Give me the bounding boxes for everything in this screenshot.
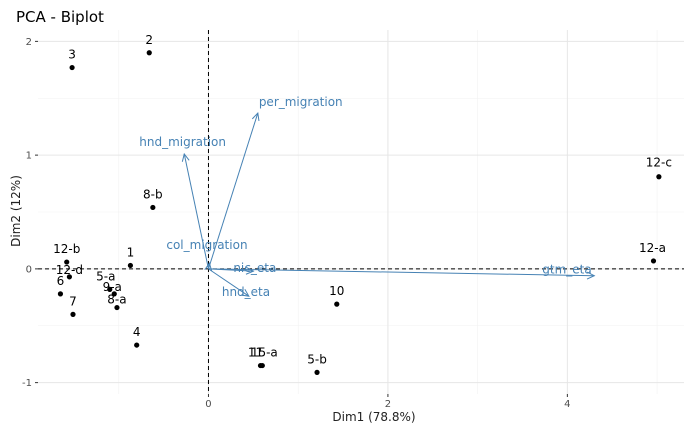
point-label: 8-a	[107, 293, 126, 307]
y-tick-label: 1	[26, 151, 32, 162]
point-label: 3	[68, 48, 76, 62]
vector-label: gtm_eta	[542, 263, 591, 277]
point-label: 9-a	[103, 280, 122, 294]
point-1	[127, 262, 134, 269]
y-tick-label: 2	[26, 37, 32, 48]
vector-label: per_migration	[259, 95, 343, 109]
axis-ticks: 0 2 4 -1 0 1 2	[22, 37, 571, 410]
point-label: 11	[248, 346, 263, 360]
point-label: 10	[329, 284, 344, 298]
vector-hnd-migration	[183, 153, 209, 269]
vector-per-migration	[207, 112, 259, 270]
vector-arrowhead	[586, 271, 596, 280]
reference-lines	[38, 30, 684, 394]
vector-label: hnd_migration	[139, 135, 226, 149]
point-label: 12-a	[639, 241, 666, 255]
vector-gtm-eta	[208, 268, 595, 277]
point-12-d	[66, 274, 73, 280]
point-label: 15-a	[251, 346, 278, 360]
chart-title: PCA - Biplot	[16, 8, 104, 26]
point-3	[69, 64, 75, 71]
point-9-a	[111, 291, 117, 297]
grid-lines	[38, 30, 684, 394]
vector-arrowhead	[204, 262, 213, 271]
x-tick-label: 0	[205, 399, 211, 410]
point-4	[134, 342, 140, 348]
point-8-a	[114, 304, 120, 311]
x-tick-label: 4	[564, 399, 570, 410]
point-label: 4	[133, 325, 141, 339]
point-label: 8-b	[143, 187, 163, 201]
point-label: 5-a	[96, 269, 115, 283]
vector-hnd-eta	[208, 268, 250, 297]
point-15-a	[259, 362, 265, 369]
vector-arrowhead	[181, 152, 190, 162]
point-label: 7	[69, 294, 77, 308]
point-label: 2	[145, 33, 153, 47]
y-axis-title: Dim2 (12%)	[9, 175, 23, 247]
point-5-a	[107, 286, 113, 292]
point-label: 1	[127, 245, 135, 259]
point-label: 12-d	[56, 263, 83, 277]
vector-arrowhead	[251, 111, 260, 122]
y-tick-label: 0	[26, 264, 32, 275]
point-5-b	[314, 369, 320, 375]
variable-vectors: per_migration hnd_migration col_migrationn…	[139, 95, 596, 299]
vector-label: col_migration	[166, 238, 247, 252]
point-label: 12-b	[53, 242, 80, 256]
vector-label: hnd_eta	[222, 285, 270, 299]
individual-points: 3 2 12-c 8-b 12-b 12-d 1 12-a 5-a9-a8-a 67 10 4 1115…	[53, 33, 672, 375]
point-2	[146, 50, 152, 56]
vector-arrowhead	[240, 289, 250, 297]
point-12-a	[650, 258, 657, 264]
vector-arrowhead	[245, 266, 255, 275]
x-tick-label: 2	[385, 399, 391, 410]
vector-label: nic_eta	[233, 261, 276, 275]
point-label: 5-b	[307, 352, 327, 366]
x-axis-title: Dim1 (78.8%)	[332, 410, 415, 424]
point-12-b	[64, 259, 70, 265]
point-8-b	[150, 204, 156, 211]
point-label: 12-c	[646, 156, 672, 170]
y-tick-label: -1	[22, 378, 32, 389]
point-10	[334, 301, 340, 307]
point-12-c	[656, 174, 662, 180]
point-6	[57, 291, 64, 297]
point-label: 6	[57, 274, 65, 288]
point-7	[70, 311, 76, 317]
